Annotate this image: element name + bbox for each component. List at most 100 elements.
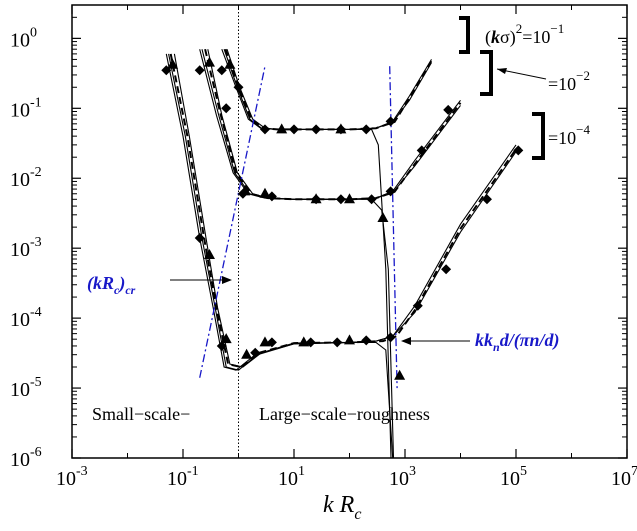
diamond-point (216, 340, 227, 351)
triangle-point (298, 336, 310, 347)
y-tick-base: 10 (10, 309, 30, 331)
kkn-label: kknd/(πn/d) (475, 330, 560, 354)
series-line-1e-1 (226, 49, 392, 458)
arrowhead-kRc-cr (222, 276, 232, 284)
diamond-point (221, 103, 232, 114)
y-tick-base: 10 (10, 449, 30, 471)
kRc-cr-label: (kRc)cr (87, 273, 136, 297)
series-line-1e-1 (221, 49, 432, 130)
triangle-point (203, 248, 215, 259)
kRc-sub: c (114, 283, 120, 297)
triangle-point (167, 58, 179, 69)
y-tick-label: 10-6 (10, 445, 42, 471)
diamond-point (250, 347, 261, 358)
param-value-4: =10 (548, 128, 576, 148)
param-exp-4: −4 (576, 122, 590, 137)
diamond-point (385, 186, 396, 197)
x-tick-label: 101 (278, 464, 305, 490)
kRc-sub-cr: cr (125, 283, 135, 297)
triangle-point (344, 334, 355, 345)
diamond-point (335, 194, 346, 205)
param-square-exp: 2 (516, 21, 523, 36)
small-scale-label: Small−scale− (92, 404, 190, 424)
param-label-1e-1: (kσ)2=10−1 (485, 21, 564, 48)
x-tick-base: 10 (56, 468, 76, 490)
y-tick-exp: -1 (30, 95, 42, 110)
triangle-point (377, 212, 389, 223)
x-axis-title-main: k R (323, 492, 355, 518)
plot-frame (71, 4, 628, 459)
y-tick-label: 10-2 (10, 165, 42, 191)
param-k-symbol: k (491, 27, 500, 47)
series-line-1e-2 (204, 48, 462, 201)
triangle-point (203, 56, 215, 67)
triangle-point (276, 123, 288, 134)
marker-group (161, 56, 524, 380)
large-scale-label: Large−scale−roughness (259, 404, 430, 424)
x-tick-exp: -3 (76, 464, 88, 479)
series-group (165, 48, 517, 458)
diamond-point (361, 124, 372, 135)
diamond-point (513, 145, 524, 156)
y-tick-base: 10 (10, 239, 30, 261)
y-tick-base: 10 (10, 29, 30, 51)
x-tick-exp: 1 (298, 464, 305, 479)
x-tick-base: 10 (278, 468, 298, 490)
triangle-point (224, 58, 236, 69)
y-tick-label: 10-4 (10, 305, 42, 331)
diamond-point (266, 191, 277, 202)
x-tick-exp: -1 (187, 464, 199, 479)
diamond-point (385, 116, 396, 127)
triangle-point (344, 193, 355, 204)
param-exp-2: −2 (576, 68, 590, 83)
series-line-1e-2 (207, 49, 395, 458)
param-value-1: =10 (522, 27, 550, 47)
x-axis-title-sub: c (354, 506, 361, 523)
y-tick-exp: -2 (30, 165, 42, 180)
diamond-point (441, 264, 452, 275)
diamond-point (194, 65, 205, 76)
series-line-kRc_cr (199, 66, 266, 378)
param-label-1e-2: =10−2 (548, 68, 590, 94)
param-value-2: =10 (548, 74, 576, 94)
y-tick-exp: -4 (30, 305, 42, 320)
y-tick-exp: 0 (30, 25, 37, 40)
diamond-point (233, 82, 244, 93)
x-tick-label: 103 (389, 464, 416, 490)
diamond-point (366, 194, 377, 205)
axes: 10-3 10-1 101 103 105 10710010-110-210-310-41… (10, 4, 637, 490)
diamond-point (443, 104, 454, 115)
diamond-point (481, 194, 492, 205)
diamond-point (289, 124, 299, 135)
triangle-point (239, 185, 251, 196)
x-tick-exp: 3 (409, 464, 416, 479)
kRc-main: kR (93, 273, 114, 293)
arrowhead-1e-2 (497, 68, 507, 74)
x-tick-label: 10-3 (56, 464, 88, 490)
diamond-point (259, 124, 270, 135)
y-tick-base: 10 (10, 169, 30, 191)
y-tick-label: 100 (10, 25, 37, 51)
diamond-point (332, 337, 343, 348)
bracket-1e-2 (480, 50, 493, 96)
y-tick-label: 10-1 (10, 95, 42, 121)
triangle-point (220, 333, 232, 344)
bracket-1e-4 (532, 112, 545, 160)
param-label-1e-4: =10−4 (548, 122, 590, 148)
kkn-sub: n (493, 340, 500, 354)
kRc-open: ( (87, 273, 95, 294)
series-line-1e-1 (224, 48, 433, 131)
diamond-point (311, 124, 322, 135)
param-sigma: σ) (500, 27, 516, 48)
y-tick-exp: -5 (30, 375, 42, 390)
triangle-point (394, 369, 406, 380)
kRc-close: ) (117, 273, 125, 294)
series-line-1e-4 (169, 53, 517, 369)
arrowhead-kkn (401, 337, 411, 345)
kkn-a: kk (475, 330, 493, 350)
x-tick-label: 10-1 (167, 464, 199, 490)
diamond-point (416, 145, 427, 156)
x-tick-label: 105 (500, 464, 527, 490)
diamond-point (385, 332, 396, 343)
